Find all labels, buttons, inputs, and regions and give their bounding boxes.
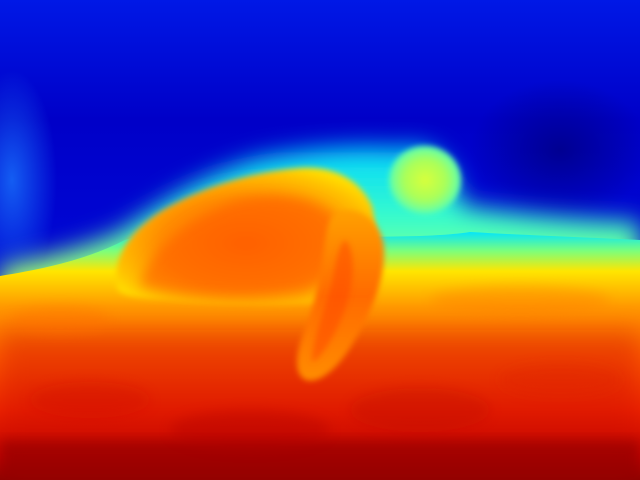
nearest-band <box>0 440 640 480</box>
limb-texture <box>312 240 353 362</box>
shell-shading <box>140 196 346 296</box>
subject-head <box>389 146 461 214</box>
left-edge-glow <box>0 70 57 290</box>
far-dark-patch <box>470 80 640 220</box>
ground-texture <box>10 286 620 450</box>
